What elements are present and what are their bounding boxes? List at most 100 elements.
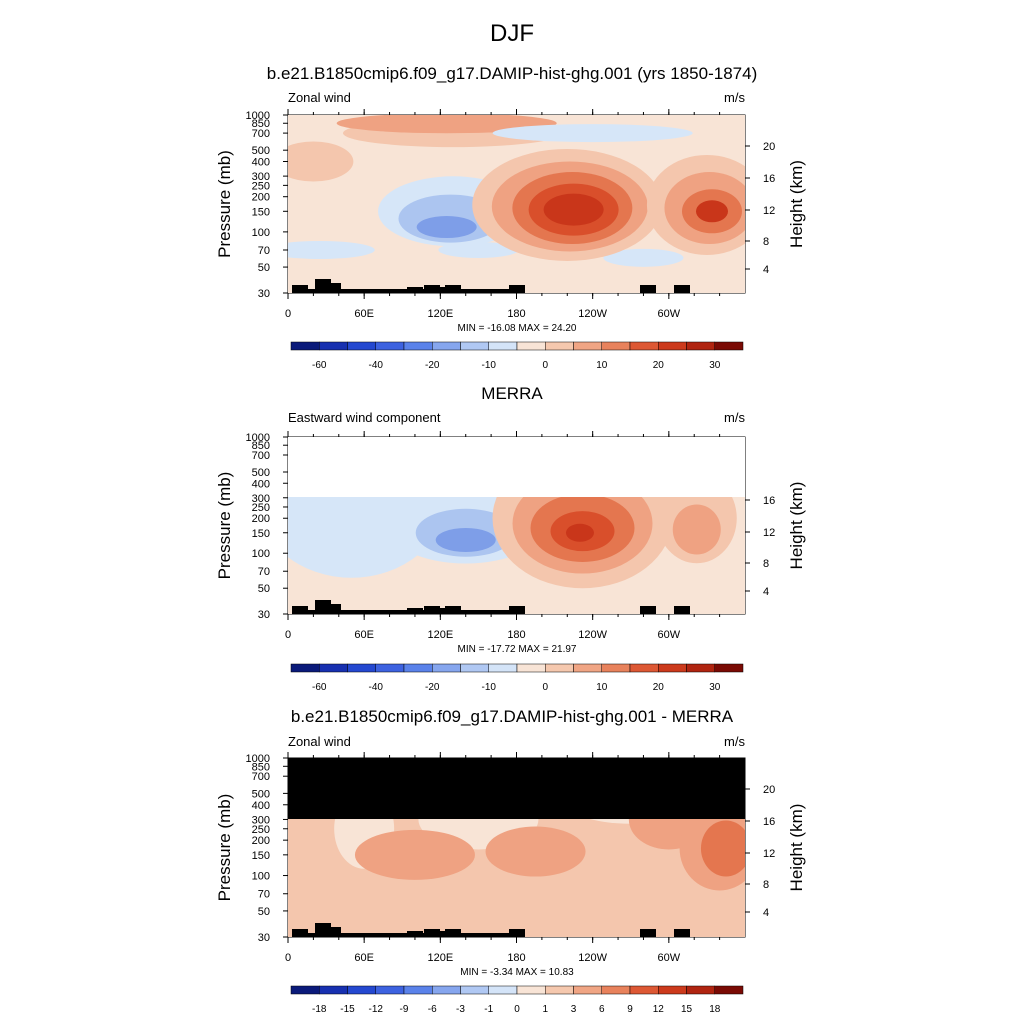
topography-block bbox=[674, 929, 690, 937]
colorbar-swatch bbox=[545, 985, 574, 995]
colorbar-swatch bbox=[714, 985, 744, 995]
contour-field bbox=[288, 758, 745, 937]
y-axis-title: Pressure (mb) bbox=[215, 794, 234, 902]
colorbar-swatch bbox=[488, 663, 518, 673]
y-right-tick-label: 8 bbox=[763, 879, 769, 891]
colorbar-swatch bbox=[658, 663, 687, 673]
y-right-tick-label: 20 bbox=[763, 141, 775, 153]
y-right-tick-label: 12 bbox=[763, 527, 775, 539]
y-tick-label: 70 bbox=[258, 566, 270, 578]
colorbar-swatch bbox=[658, 341, 687, 351]
colorbar-label: -1 bbox=[484, 1004, 493, 1015]
colorbar-swatch bbox=[375, 985, 405, 995]
contour-region bbox=[695, 200, 728, 223]
colorbar-swatch bbox=[403, 341, 433, 351]
contour-region bbox=[354, 829, 475, 880]
panel-title: b.e21.B1850cmip6.f09_g17.DAMIP-hist-ghg.… bbox=[291, 707, 734, 726]
colorbar-swatch bbox=[686, 985, 715, 995]
colorbar-swatch bbox=[347, 985, 376, 995]
colorbar-label: 18 bbox=[709, 1004, 721, 1015]
colorbar-label: -10 bbox=[482, 682, 497, 693]
y-tick-label: 300 bbox=[252, 171, 270, 183]
colorbar-swatch bbox=[516, 985, 546, 995]
colorbar-swatch bbox=[375, 663, 405, 673]
x-tick-label: 60E bbox=[354, 308, 374, 320]
colorbar-swatch bbox=[488, 985, 518, 995]
y-right-tick-label: 16 bbox=[763, 173, 775, 185]
colorbar-label: 9 bbox=[627, 1004, 633, 1015]
x-tick-label: 120W bbox=[578, 308, 607, 320]
y-tick-label: 400 bbox=[252, 478, 270, 490]
y-tick-label: 30 bbox=[258, 288, 270, 300]
y-right-tick-label: 4 bbox=[763, 907, 769, 919]
contour-field bbox=[288, 115, 745, 293]
y-tick-label: 500 bbox=[252, 467, 270, 479]
contour-region bbox=[416, 216, 477, 239]
y-tick-label: 30 bbox=[258, 932, 270, 944]
panel-units-label: m/s bbox=[724, 90, 745, 105]
y-tick-label: 70 bbox=[258, 245, 270, 257]
y-tick-label: 1000 bbox=[246, 753, 270, 765]
topography-block bbox=[674, 606, 690, 614]
colorbar-label: 20 bbox=[653, 682, 665, 693]
topography-block bbox=[674, 285, 690, 293]
colorbar-swatch bbox=[545, 663, 574, 673]
min-max-stats: MIN = -17.72 MAX = 21.97 bbox=[458, 644, 577, 655]
colorbar-label: 6 bbox=[599, 1004, 605, 1015]
colorbar-label: 12 bbox=[653, 1004, 665, 1015]
topography-block bbox=[640, 606, 656, 614]
y-tick-label: 100 bbox=[252, 871, 270, 883]
y-tick-label: 850 bbox=[252, 118, 270, 130]
colorbar-swatch bbox=[686, 341, 715, 351]
contour-region bbox=[288, 240, 375, 259]
y-right-axis-title: Height (km) bbox=[787, 160, 806, 248]
colorbar-swatch bbox=[601, 341, 631, 351]
colorbar-label: 10 bbox=[596, 360, 608, 371]
colorbar-label: -10 bbox=[482, 360, 497, 371]
y-tick-label: 300 bbox=[252, 493, 270, 505]
contour-region bbox=[700, 820, 745, 877]
contour-region bbox=[543, 193, 604, 226]
y-tick-label: 100 bbox=[252, 548, 270, 560]
contour-region bbox=[565, 523, 594, 542]
x-tick-label: 0 bbox=[285, 629, 291, 641]
y-right-tick-label: 12 bbox=[763, 848, 775, 860]
min-max-stats: MIN = -16.08 MAX = 24.20 bbox=[458, 323, 577, 334]
y-tick-label: 150 bbox=[252, 850, 270, 862]
colorbar-swatch bbox=[432, 985, 461, 995]
y-tick-label: 50 bbox=[258, 906, 270, 918]
x-tick-label: 0 bbox=[285, 952, 291, 964]
y-tick-label: 1000 bbox=[246, 432, 270, 444]
colorbar-swatch bbox=[319, 663, 348, 673]
colorbar-swatch bbox=[545, 341, 574, 351]
x-tick-label: 120E bbox=[427, 629, 453, 641]
min-max-stats: MIN = -3.34 MAX = 10.83 bbox=[460, 967, 574, 978]
colorbar-swatch bbox=[714, 341, 744, 351]
colorbar-label: 0 bbox=[542, 360, 548, 371]
topography-block bbox=[325, 604, 341, 614]
colorbar-swatch bbox=[375, 341, 405, 351]
contour-region bbox=[492, 124, 693, 143]
colorbar-swatch bbox=[488, 341, 518, 351]
colorbar-swatch bbox=[629, 985, 659, 995]
x-tick-label: 180 bbox=[507, 308, 525, 320]
y-right-axis-title: Height (km) bbox=[787, 482, 806, 570]
y-tick-label: 200 bbox=[252, 192, 270, 204]
colorbar-label: 1 bbox=[542, 1004, 548, 1015]
y-tick-label: 700 bbox=[252, 450, 270, 462]
colorbar-swatch bbox=[629, 663, 659, 673]
contour-region bbox=[603, 248, 684, 267]
colorbar-swatch bbox=[460, 341, 489, 351]
y-tick-label: 850 bbox=[252, 761, 270, 773]
y-axis-title: Pressure (mb) bbox=[215, 472, 234, 580]
y-right-tick-label: 4 bbox=[763, 586, 769, 598]
y-tick-label: 250 bbox=[252, 824, 270, 836]
colorbar-swatch bbox=[573, 985, 602, 995]
panel-units-label: m/s bbox=[724, 410, 745, 425]
y-tick-label: 100 bbox=[252, 227, 270, 239]
y-tick-label: 400 bbox=[252, 800, 270, 812]
colorbar-label: 3 bbox=[571, 1004, 577, 1015]
colorbar-swatch bbox=[403, 663, 433, 673]
colorbar-label: 20 bbox=[653, 360, 665, 371]
masked-region bbox=[288, 758, 745, 819]
